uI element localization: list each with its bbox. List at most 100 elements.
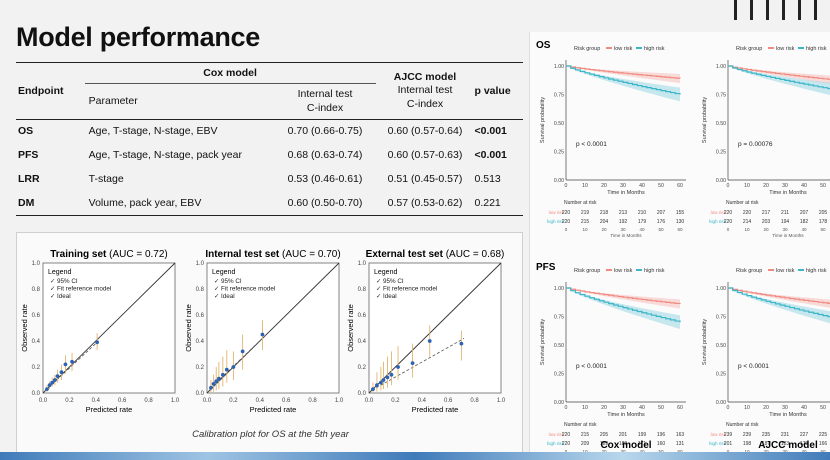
km-risk-high-count: 214 xyxy=(743,219,752,225)
performance-table: Endpoint Cox model AJCC model p value Pa… xyxy=(16,62,523,216)
fit-line xyxy=(209,334,267,390)
km-risk-low-count: 210 xyxy=(638,210,647,216)
km-plot: Risk group low risk high risk 0.00 0.25 0.50 0… xyxy=(540,46,686,238)
km-risk-low-count: 239 xyxy=(724,432,733,438)
data-point xyxy=(45,387,49,391)
km-risk-low-label: low risk xyxy=(549,432,565,437)
km-risk-high-label: high risk xyxy=(547,441,565,446)
legend-check-icon: ✓ xyxy=(50,278,55,285)
col-ajcc-cindex: Internal test C-index xyxy=(397,84,453,110)
y-tick-label: 0.2 xyxy=(358,365,367,371)
km-p-value: p < 0.0001 xyxy=(576,363,607,370)
km-x-tick: 20 xyxy=(601,183,607,189)
km-risk-low-count: 213 xyxy=(619,210,628,216)
ideal-line xyxy=(206,262,340,394)
data-point xyxy=(459,341,464,346)
km-x-tick: 20 xyxy=(763,183,769,189)
km-column-label: Cox model xyxy=(600,440,651,451)
km-risk-x-tick: 40 xyxy=(801,449,807,454)
calibration-plot-title: Training set (AUC = 0.72) xyxy=(50,249,168,260)
data-point xyxy=(63,362,68,367)
data-point xyxy=(396,365,400,369)
data-point xyxy=(389,372,394,377)
y-tick-label: 1.0 xyxy=(32,261,41,267)
legend-title: Legend xyxy=(212,269,235,276)
km-risk-low-count: 201 xyxy=(619,432,628,438)
km-x-tick: 20 xyxy=(601,405,607,411)
col-p-value: p value xyxy=(474,62,523,119)
km-row-label: PFS xyxy=(536,262,556,273)
km-risk-x-tick: 20 xyxy=(763,449,769,454)
calibration-plot: Internal test set (AUC = 0.70) 0.00.0 0.2 0… xyxy=(184,249,344,414)
km-risk-high-label: high risk xyxy=(547,219,565,224)
x-tick-label: 0.0 xyxy=(203,398,212,404)
data-point xyxy=(260,332,265,337)
km-row-label: OS xyxy=(536,40,551,51)
km-y-label: Survival probability xyxy=(702,97,708,143)
x-tick-label: 0.0 xyxy=(39,398,48,404)
table-row: OS Age, T-stage, N-stage, EBV 0.70 (0.66… xyxy=(16,118,523,143)
data-point xyxy=(47,383,52,388)
km-number-at-risk-label: Number at risk xyxy=(726,422,759,428)
x-tick-label: 1.0 xyxy=(171,398,180,404)
table-row: PFS Age, T-stage, N-stage, pack year 0.6… xyxy=(18,149,507,161)
x-tick-label: 1.0 xyxy=(335,398,344,404)
km-plot: Risk group low risk high risk 0.00 0.25 0.50 0… xyxy=(702,46,830,238)
km-risk-x-tick: 60 xyxy=(677,449,683,454)
km-y-tick: 0.25 xyxy=(716,150,726,156)
km-risk-low-count: 225 xyxy=(819,432,828,438)
legend-item: Fit reference model xyxy=(221,286,275,293)
data-point xyxy=(371,387,375,391)
plot-title-bold: Training set xyxy=(50,249,107,260)
km-risk-x-label: Time in Months xyxy=(772,233,804,238)
km-risk-x-tick: 10 xyxy=(744,227,750,232)
legend-item: Ideal xyxy=(57,293,71,300)
data-point xyxy=(216,376,221,381)
legend-check-icon: ✓ xyxy=(376,293,381,300)
data-point xyxy=(375,383,379,388)
y-tick-label: 1.0 xyxy=(358,261,367,267)
calibration-plots: Training set (AUC = 0.72) 0.0 0.0 0.2 0.2 0.4… xyxy=(20,249,506,414)
km-legend-low: low risk xyxy=(776,46,795,52)
km-y-tick: 0.75 xyxy=(554,315,564,321)
km-risk-high-count: 189 xyxy=(600,441,609,447)
km-y-tick: 1.00 xyxy=(554,64,564,70)
decorative-bars xyxy=(728,0,824,22)
legend-item: Fit reference model xyxy=(383,286,437,293)
km-low-risk-curve xyxy=(728,65,830,80)
data-point xyxy=(52,378,57,382)
km-x-tick: 60 xyxy=(677,405,683,411)
calibration-plot-title: Internal test set (AUC = 0.70) xyxy=(205,249,340,260)
km-y-tick: 0.50 xyxy=(716,343,726,349)
x-tick-label: 0.2 xyxy=(65,398,74,404)
km-risk-low-count: 217 xyxy=(762,210,771,216)
km-risk-low-count: 220 xyxy=(724,210,733,216)
km-y-tick: 1.00 xyxy=(716,64,726,70)
x-tick-label: 0.6 xyxy=(444,398,453,404)
km-risk-low-count: 220 xyxy=(743,210,752,216)
km-x-label: Time in Months xyxy=(769,190,807,196)
legend-check-icon: ✓ xyxy=(214,293,219,300)
km-risk-low-count: 211 xyxy=(781,210,789,216)
km-risk-high-count: 187 xyxy=(762,441,771,447)
km-risk-low-count: 227 xyxy=(800,432,809,438)
km-y-tick: 0.00 xyxy=(716,178,726,184)
data-point xyxy=(209,385,213,390)
km-risk-x-tick: 20 xyxy=(763,227,769,232)
km-risk-x-tick: 0 xyxy=(565,227,568,232)
x-axis-label: Predicted rate xyxy=(250,405,297,414)
km-x-label: Time in Months xyxy=(769,412,807,418)
km-y-tick: 0.25 xyxy=(554,150,564,156)
x-tick-label: 0.2 xyxy=(229,398,238,404)
km-p-value: p < 0.0001 xyxy=(576,141,607,148)
km-x-tick: 30 xyxy=(620,405,626,411)
km-y-label: Survival probability xyxy=(540,319,546,365)
km-x-tick: 10 xyxy=(744,405,750,411)
km-risk-high-count: 203 xyxy=(762,219,771,225)
y-tick-label: 0.4 xyxy=(358,339,367,345)
km-legend-low: low risk xyxy=(614,268,633,274)
x-tick-label: 0.6 xyxy=(282,398,291,404)
y-tick-label: 0.2 xyxy=(32,365,41,371)
y-tick-label: 0.8 xyxy=(196,287,205,293)
